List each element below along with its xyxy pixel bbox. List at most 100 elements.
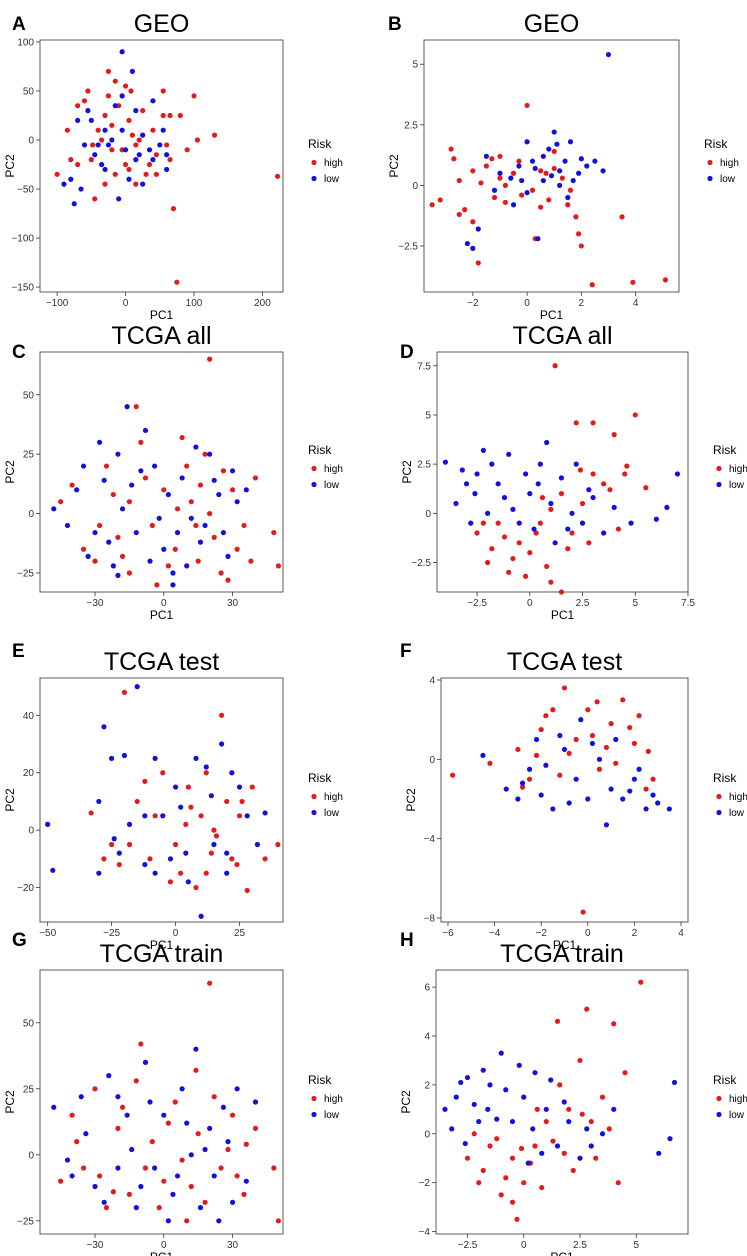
point-a-high-46 (153, 171, 159, 177)
point-b-low-7 (524, 139, 530, 145)
x-tick-label-e-3: 25 (234, 928, 246, 939)
legend-key-f-high (716, 793, 722, 800)
point-b-high-12 (516, 158, 522, 164)
legend-a: Risk high low (308, 137, 343, 185)
point-a-low-12 (116, 196, 122, 202)
chart-panel-h: H TCGA train −2.5 0 2.5 5 −4 −2 0 2 4 6 PC1 PC2 Risk hi… (399, 930, 747, 1256)
point-f-high-19 (636, 713, 642, 719)
point-a-high-48 (128, 88, 134, 94)
point-c-low-35 (129, 482, 135, 488)
point-c-low-34 (101, 477, 107, 483)
point-c-high-23 (165, 563, 171, 569)
legend-key-g-high (311, 1095, 317, 1102)
point-e-low-29 (208, 793, 214, 799)
point-d-low-22 (480, 447, 487, 453)
point-f-high-10 (608, 721, 614, 727)
point-b-low-17 (584, 163, 590, 169)
point-g-low-26 (184, 1120, 190, 1126)
point-f-low-18 (566, 800, 572, 806)
point-h-high-9 (543, 1118, 549, 1125)
point-a-high-10 (109, 122, 115, 128)
point-e-high-30 (239, 798, 245, 805)
point-a-high-22 (160, 88, 166, 94)
point-e-low-0 (45, 821, 51, 828)
point-c-high-8 (161, 487, 167, 493)
legend-label-f-high: high (729, 792, 747, 803)
point-d-low-14 (579, 520, 586, 526)
plot-area-a (39, 39, 284, 293)
point-e-high-27 (142, 778, 148, 784)
point-d-low-16 (611, 504, 617, 511)
point-e-high-0 (88, 810, 94, 816)
point-e-low-24 (96, 870, 102, 876)
point-c-high-31 (110, 491, 116, 498)
point-g-low-18 (234, 1086, 240, 1092)
point-e-high-23 (178, 870, 184, 876)
point-h-high-8 (509, 1199, 516, 1205)
point-f-high-22 (543, 713, 549, 719)
point-b-low-12 (551, 129, 557, 135)
point-b-high-30 (551, 165, 557, 172)
point-d-low-21 (459, 467, 465, 473)
y-tick-label-d-3: 5 (425, 410, 431, 421)
point-d-low-27 (586, 487, 592, 493)
x-tick-label-e-1: −25 (103, 928, 120, 939)
point-e-high-28 (167, 879, 174, 885)
x-tick-label-e-0: −50 (39, 928, 56, 939)
point-c-low-13 (188, 515, 194, 521)
point-a-low-5 (88, 117, 94, 124)
point-a-high-5 (92, 196, 98, 202)
point-f-low-19 (589, 740, 596, 747)
legend-key-f-low (716, 809, 722, 816)
point-g-high-2 (80, 1165, 87, 1171)
point-a-high-49 (105, 93, 112, 99)
point-h-high-14 (588, 1118, 594, 1125)
point-a-low-13 (119, 93, 125, 99)
point-e-high-5 (160, 770, 166, 776)
point-e-high-19 (275, 841, 281, 848)
legend-label-h-low: low (729, 1110, 745, 1121)
point-h-low-0 (442, 1106, 448, 1112)
point-g-low-21 (83, 1131, 89, 1137)
point-a-high-17 (133, 181, 139, 187)
point-d-low-5 (485, 510, 491, 516)
point-b-low-8 (529, 158, 536, 164)
point-b-low-9 (535, 236, 541, 242)
point-e-high-21 (126, 841, 133, 848)
point-a-low-27 (75, 117, 81, 124)
y-tick-label-c-3: 50 (23, 390, 35, 401)
point-b-high-13 (524, 102, 530, 109)
x-tick-label-a-3: 200 (254, 298, 271, 309)
point-e-high-4 (147, 856, 153, 862)
point-e-high-3 (134, 798, 140, 805)
point-d-high-11 (590, 471, 596, 477)
x-tick-label-b-0: −2 (467, 298, 479, 309)
point-f-high-8 (585, 707, 591, 713)
point-h-high-16 (611, 1021, 617, 1027)
x-tick-label-d-4: 7.5 (681, 598, 695, 609)
point-f-low-24 (627, 788, 633, 794)
point-g-high-25 (211, 1094, 217, 1100)
y-tick-label-a-5: 100 (17, 37, 34, 48)
y-tick-label-c-1: 0 (28, 509, 34, 520)
point-c-high-4 (115, 534, 121, 540)
point-a-high-3 (85, 88, 91, 94)
point-b-low-26 (592, 158, 598, 164)
point-c-high-27 (133, 404, 139, 410)
point-a-high-8 (102, 112, 108, 119)
point-b-low-18 (600, 168, 606, 174)
point-b-low-32 (554, 141, 560, 147)
point-d-high-15 (632, 412, 638, 418)
chart-panel-d: D TCGA all −2.5 0 2.5 5 7.5 −2.5 0 2.5 5 7.5 PC1 PC2 R… (400, 322, 747, 622)
point-d-low-30 (489, 461, 495, 467)
point-g-high-31 (74, 1139, 80, 1145)
point-a-low-16 (129, 68, 136, 74)
point-c-low-4 (106, 539, 112, 545)
point-g-low-34 (138, 1183, 144, 1190)
point-g-high-33 (156, 1205, 162, 1211)
point-a-high-44 (75, 161, 81, 168)
point-b-high-22 (589, 282, 595, 288)
y-tick-label-h-1: −2 (419, 1178, 431, 1189)
point-d-low-31 (531, 526, 537, 532)
point-e-high-15 (236, 813, 243, 819)
